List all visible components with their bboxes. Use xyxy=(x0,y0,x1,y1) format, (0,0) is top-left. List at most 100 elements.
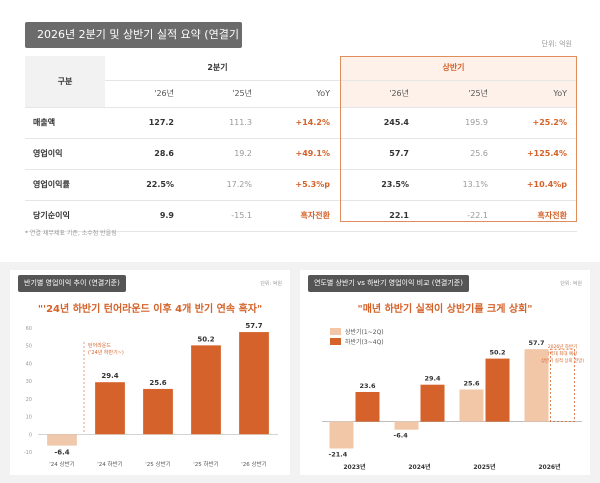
x-tick-label: '26 상반기 xyxy=(241,460,266,468)
chart2-legend: 상반기(1~2Q) 하반기(3~4Q) xyxy=(330,326,384,346)
sub-header: '26년 xyxy=(105,80,184,108)
bar xyxy=(239,332,269,435)
col-label: 구분 xyxy=(25,56,105,108)
data-label: -6.4 xyxy=(54,449,69,457)
bar xyxy=(420,384,445,422)
cell: -22.1 xyxy=(419,200,498,232)
group-h1: 상반기 xyxy=(340,56,577,81)
y-tick-label: 60 xyxy=(26,326,32,332)
bar xyxy=(355,391,380,422)
sub-header: YoY xyxy=(262,80,340,108)
row-label: 매출액 xyxy=(25,107,105,139)
row-label: 영업이익 xyxy=(25,138,105,170)
cell: +5.3%p xyxy=(262,169,340,201)
table-row: 매출액 127.2 111.3 +14.2% 245.4 195.9 +25.2… xyxy=(25,107,577,139)
chart1-headline: "'24년 하반기 턴어라운드 이후 4개 반기 연속 흑자" xyxy=(37,304,263,315)
cell: +125.4% xyxy=(498,138,577,170)
sub-header: YoY xyxy=(498,80,577,108)
y-tick-label: 20 xyxy=(26,397,32,403)
chart-panel-halfyear: 반기별 영업이익 추이 (연결기준) 단위: 억원 "'24년 하반기 턴어라운… xyxy=(10,270,290,475)
cell: 195.9 xyxy=(419,107,498,139)
y-tick-label: 30 xyxy=(26,379,32,385)
x-tick-label: '24 상반기 xyxy=(49,460,74,468)
row-label: 당기순이익 xyxy=(25,200,105,232)
bar xyxy=(329,421,354,449)
annotation-text: 턴어라운드 xyxy=(88,342,111,349)
footnote: * 연결 재무제표 기준, 소수점 반올림 xyxy=(25,230,117,237)
cell: 9.9 xyxy=(105,200,184,232)
data-label: 23.6 xyxy=(359,382,376,390)
chart2-title: 연도별 상반기 vs 하반기 영업이익 비교 (연결기준) xyxy=(308,275,469,292)
x-tick-label: 2025년 xyxy=(473,463,496,471)
legend-label: 하반기(3~4Q) xyxy=(345,338,384,346)
data-label: 50.2 xyxy=(197,335,214,343)
cell: 17.2% xyxy=(184,169,262,201)
cell: +25.2% xyxy=(498,107,577,139)
table-row: 영업이익률 22.5% 17.2% +5.3%p 23.5% 13.1% +10… xyxy=(25,169,577,201)
bar xyxy=(459,389,484,422)
data-label: 50.2 xyxy=(489,349,505,357)
cell: 25.6 xyxy=(419,138,498,170)
data-label: 25.6 xyxy=(463,379,480,387)
x-tick-label: 2024년 xyxy=(408,463,431,471)
sub-header: '25년 xyxy=(419,80,498,108)
bar xyxy=(191,345,221,435)
annotation-text: (역대 최대 예상 xyxy=(548,350,577,357)
bar xyxy=(143,388,173,435)
annotation-text: 2026년 하반기 xyxy=(548,343,577,350)
y-tick-label: 10 xyxy=(26,415,32,421)
bar xyxy=(485,358,510,422)
chart1-svg: -10 0 10 20 30 40 50 60 -6.4 '24 상반기 29.4 '24 하반기 25… xyxy=(24,322,278,468)
projected-bar xyxy=(550,348,575,423)
sub-header: '25년 xyxy=(184,80,262,108)
bar xyxy=(394,421,419,430)
bar xyxy=(95,382,125,435)
x-tick-label: '25 상반기 xyxy=(145,460,170,468)
results-table: 구분 2분기 상반기 '26년 '25년 YoY '26년 '25년 YoY 매… xyxy=(25,56,577,232)
x-tick-label: '24 하반기 xyxy=(97,460,122,468)
cell: -15.1 xyxy=(184,200,262,232)
cell: 127.2 xyxy=(105,107,184,139)
annotation-text: 상반기 실적 상회 전망) xyxy=(541,357,585,364)
cell: +49.1% xyxy=(262,138,340,170)
cell: +10.4%p xyxy=(498,169,577,201)
chart2-headline: "매년 하반기 실적이 상반기를 크게 상회" xyxy=(357,304,533,315)
x-tick-label: '25 하반기 xyxy=(193,460,218,468)
cell: 흑자전환 xyxy=(262,200,340,232)
chart2-unit: 단위: 억원 xyxy=(560,281,582,287)
chart-panel-yearly: 연도별 상반기 vs 하반기 영업이익 비교 (연결기준) 단위: 억원 "매년… xyxy=(300,270,590,475)
group-q2: 2분기 xyxy=(105,56,340,81)
cell: 245.4 xyxy=(340,107,419,139)
chart1-unit: 단위: 억원 xyxy=(260,281,282,287)
cell: 28.6 xyxy=(105,138,184,170)
legend-swatch-h1 xyxy=(330,327,341,335)
summary-section: 2026년 2분기 및 상반기 실적 요약 (연결기준) 단위: 억원 구분 2… xyxy=(25,22,577,237)
annotation-text: ('24년 하반기~) xyxy=(88,349,124,356)
data-label: 29.4 xyxy=(424,375,441,383)
cell: 19.2 xyxy=(184,138,262,170)
data-label: -21.4 xyxy=(329,450,348,458)
chart1-title: 반기별 영업이익 추이 (연결기준) xyxy=(18,275,126,292)
summary-title: 2026년 2분기 및 상반기 실적 요약 (연결기준) xyxy=(25,22,242,67)
data-label: 29.4 xyxy=(101,372,118,380)
table-row: 당기순이익 9.9 -15.1 흑자전환 22.1 -22.1 흑자전환 xyxy=(25,200,577,232)
data-label: 57.7 xyxy=(528,339,544,347)
x-tick-label: 2023년 xyxy=(343,463,366,471)
y-tick-label: 0 xyxy=(29,432,32,438)
x-tick-label: 2026년 xyxy=(538,463,561,471)
cell: 57.7 xyxy=(340,138,419,170)
cell: 23.5% xyxy=(340,169,419,201)
row-label: 영업이익률 xyxy=(25,169,105,201)
y-tick-label: -10 xyxy=(24,450,32,456)
y-tick-label: 40 xyxy=(26,361,32,367)
data-label: 57.7 xyxy=(245,322,262,330)
data-label: 25.6 xyxy=(149,379,166,387)
y-tick-label: 50 xyxy=(26,344,32,350)
cell: 흑자전환 xyxy=(498,200,577,232)
cell: 111.3 xyxy=(184,107,262,139)
cell: 22.5% xyxy=(105,169,184,201)
bar xyxy=(524,349,549,422)
cell: +14.2% xyxy=(262,107,340,139)
chart2-svg: -21.4 23.6 2023년 -6.4 29.4 2024년 25.6 50.2 2025년… xyxy=(322,339,585,471)
cell: 22.1 xyxy=(340,200,419,232)
